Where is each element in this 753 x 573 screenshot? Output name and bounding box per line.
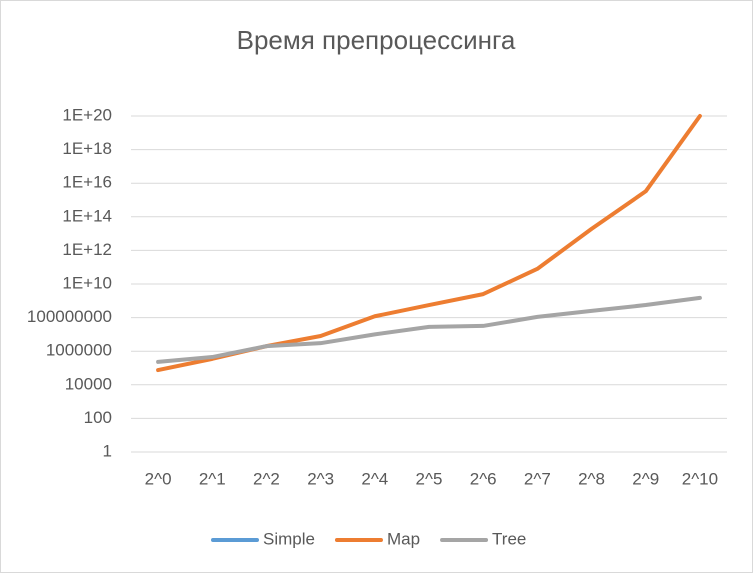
y-tick-label: 1E+16 bbox=[62, 173, 112, 192]
y-tick-label: 1E+12 bbox=[62, 240, 112, 259]
series-line bbox=[156, 295, 702, 364]
x-tick-label: 2^5 bbox=[416, 469, 443, 488]
y-tick-label: 1 bbox=[103, 441, 112, 460]
y-tick-label: 1E+20 bbox=[62, 105, 112, 124]
y-tick-label: 1E+10 bbox=[62, 273, 112, 292]
x-tick-label: 2^7 bbox=[524, 469, 551, 488]
x-tick-label: 2^4 bbox=[361, 469, 388, 488]
x-tick-label: 2^6 bbox=[470, 469, 497, 488]
y-tick-label: 1E+18 bbox=[62, 139, 112, 158]
legend-label: Map bbox=[387, 529, 420, 548]
x-tick-label: 2^3 bbox=[307, 469, 334, 488]
y-tick-label: 1000000 bbox=[46, 341, 112, 360]
x-tick-label: 2^9 bbox=[632, 469, 659, 488]
y-tick-label: 1E+14 bbox=[62, 206, 112, 225]
x-tick-label: 2^10 bbox=[682, 469, 718, 488]
legend-label: Tree bbox=[492, 529, 526, 548]
x-tick-label: 2^1 bbox=[199, 469, 226, 488]
y-tick-label: 100 bbox=[84, 408, 112, 427]
y-tick-label: 100000000 bbox=[27, 307, 112, 326]
y-tick-label: 10000 bbox=[65, 374, 112, 393]
chart-title: Время препроцессинга bbox=[237, 25, 516, 55]
legend-label: Simple bbox=[263, 529, 315, 548]
x-tick-label: 2^0 bbox=[145, 469, 172, 488]
x-tick-label: 2^8 bbox=[578, 469, 605, 488]
x-tick-label: 2^2 bbox=[253, 469, 280, 488]
